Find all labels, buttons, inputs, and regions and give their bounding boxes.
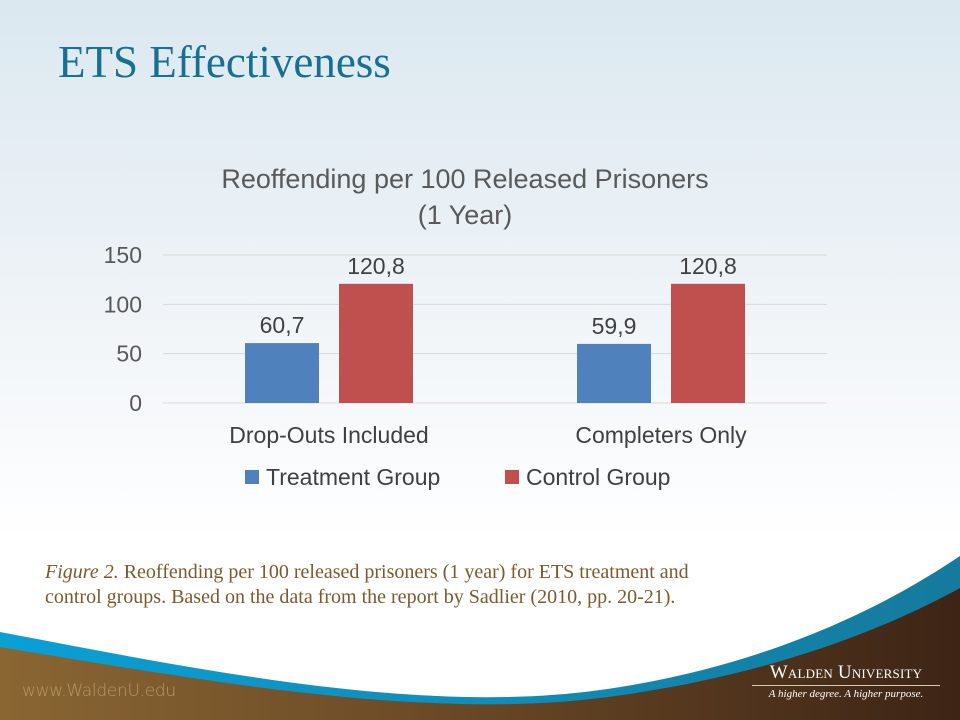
footer-swoosh [0,556,960,720]
y-tick-label-150: 150 [104,242,142,268]
slide-title: ETS Effectiveness [58,37,391,87]
brown-band [0,588,960,720]
category-label-1: Completers Only [575,422,747,448]
category-label-0: Drop-Outs Included [229,422,428,448]
data-labels: 60,7 120,8 59,9 120,8 [260,253,737,339]
logo-name: Walden University [752,662,940,686]
blue-swoosh [0,556,960,710]
caption-line-1: Figure 2. Reoffending per 100 released p… [45,560,845,585]
legend-swatch-0 [245,470,259,484]
bar-treatment-group-0 [245,343,319,403]
y-tick-label-100: 100 [104,291,142,317]
data-label-control-group-0: 120,8 [347,253,405,279]
chart-title-line-1: Reoffending per 100 Released Prisoners [221,164,708,194]
caption-line-2: control groups. Based on the data from t… [45,586,676,608]
legend-label-1: Control Group [526,464,670,490]
data-label-treatment-group-0: 60,7 [260,312,305,338]
legend-label-0: Treatment Group [266,464,440,490]
data-label-control-group-1: 120,8 [679,253,737,279]
y-tick-label-0: 0 [129,390,142,416]
y-axis-ticks: 0 50 100 150 [104,242,142,416]
y-tick-label-50: 50 [116,341,142,367]
figure-caption: Figure 2. Reoffending per 100 released p… [45,560,845,610]
walden-logo: Walden University A higher degree. A hig… [752,662,940,700]
bar-control-group-1 [671,283,745,403]
x-axis-categories: Drop-Outs Included Completers Only [229,422,747,448]
chart-title-line-2: (1 Year) [418,200,513,230]
legend: Treatment Group Control Group [245,464,670,490]
legend-swatch-1 [505,470,519,484]
logo-tagline: A higher degree. A higher purpose. [768,688,924,700]
bars [245,283,745,403]
bar-chart: Reoffending per 100 Released Prisoners (… [104,164,827,490]
website-url: www.WaldenU.edu [22,681,176,701]
data-label-treatment-group-1: 59,9 [592,313,637,339]
bar-treatment-group-1 [577,343,651,403]
bar-control-group-0 [339,283,413,403]
caption-figure-label: Figure 2. [45,561,119,583]
caption-text-1: Reoffending per 100 released prisoners (… [118,561,689,583]
